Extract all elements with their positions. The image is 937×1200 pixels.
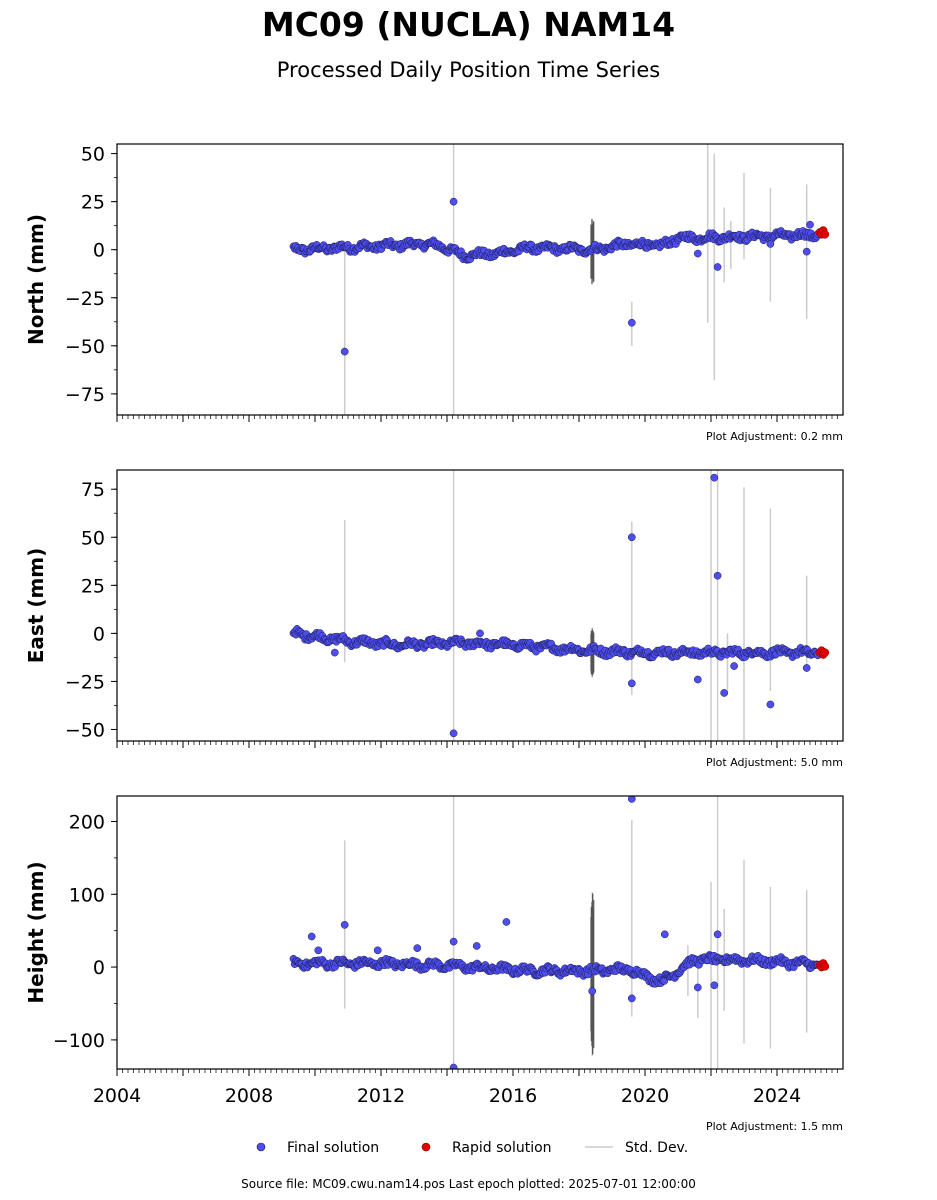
final-point-outlier	[627, 796, 636, 803]
final-point-outlier	[449, 197, 458, 206]
final-point-outlier	[766, 240, 775, 248]
final-point-outlier	[720, 689, 729, 697]
final-point-outlier	[307, 932, 316, 941]
y-tick-label: 100	[69, 884, 105, 906]
chart-title: MC09 (NUCLA) NAM14	[261, 5, 676, 44]
y-tick-label: −50	[65, 336, 105, 358]
axes-frame	[116, 469, 844, 742]
final-point-outlier	[340, 921, 349, 929]
y-tick-label: 0	[93, 240, 105, 262]
x-tick-label: 2024	[753, 1085, 801, 1107]
y-tick-label: −50	[65, 719, 105, 741]
legend: Final solution Rapid solution Std. Dev.	[256, 1140, 688, 1156]
final-point-outlier	[340, 347, 349, 356]
final-point-outlier	[449, 1063, 458, 1069]
final-point-outlier	[588, 987, 597, 995]
final-point-outlier	[713, 571, 722, 580]
final-point-outlier	[710, 473, 719, 482]
y-axis-label: Height (mm)	[24, 861, 48, 1003]
y-tick-label: −25	[65, 288, 105, 310]
y-tick-label: −100	[53, 1030, 105, 1052]
plot-adjustment: Plot Adjustment: 5.0 mm	[706, 756, 843, 769]
final-point-outlier	[413, 944, 422, 953]
final-point-outlier	[476, 629, 484, 638]
y-tick-label: 75	[81, 479, 105, 501]
data-layer	[289, 144, 830, 415]
final-point-outlier	[449, 937, 458, 946]
final-point-outlier	[314, 946, 323, 955]
final-point-outlier	[693, 249, 702, 258]
final-point-outlier	[627, 994, 636, 1003]
plot-adjustment: Plot Adjustment: 1.5 mm	[706, 1120, 843, 1133]
x-tick-label: 2016	[489, 1085, 537, 1107]
x-tick-label: 2008	[225, 1085, 273, 1107]
y-tick-label: 0	[93, 957, 105, 979]
final-point-outlier	[373, 946, 382, 955]
final-point-outlier	[806, 220, 814, 229]
final-point-outlier	[449, 729, 458, 738]
data-layer	[289, 796, 830, 1069]
rapid-point	[820, 230, 830, 239]
final-point-outlier	[693, 983, 702, 992]
final-point-outlier	[627, 533, 636, 542]
axes-frame	[116, 143, 844, 416]
y-tick-label: 0	[93, 623, 105, 645]
y-tick-label: 200	[69, 811, 105, 833]
final-point-outlier	[730, 662, 738, 670]
axes-frame	[116, 795, 844, 1070]
final-point-outlier	[502, 918, 511, 926]
x-tick-label: 2020	[621, 1085, 669, 1107]
final-point-outlier	[660, 930, 669, 939]
final-point-outlier	[627, 679, 636, 688]
final-point-outlier	[802, 664, 811, 672]
x-tick-label: 2004	[93, 1085, 141, 1107]
y-tick-label: −25	[65, 671, 105, 693]
legend-rapid-marker	[421, 1142, 431, 1152]
y-axis-label: North (mm)	[24, 214, 48, 345]
final-point-outlier	[713, 263, 722, 271]
rapid-point	[820, 648, 830, 657]
y-tick-label: 50	[81, 144, 105, 166]
panel-3: 200 100 0 −100 2004 2008 2012 2016 2020 2024 Heigh…	[24, 795, 844, 1133]
y-tick-label: 25	[81, 192, 105, 214]
legend-final-marker	[256, 1142, 266, 1152]
y-axis-label: East (mm)	[24, 548, 48, 664]
final-point-outlier	[627, 318, 636, 327]
y-tick-label: 25	[81, 575, 105, 597]
final-point-outlier	[710, 981, 719, 990]
final-point-outlier	[472, 942, 481, 950]
panel-1: 50 25 0 −25 −50 −75 North (mm) Plot Adjustment:…	[24, 143, 844, 443]
panels-group: 50 25 0 −25 −50 −75 North (mm) Plot Adjustment:…	[24, 143, 844, 1133]
x-tick-label: 2012	[357, 1085, 405, 1107]
final-point-outlier	[713, 930, 722, 939]
final-point-outlier	[802, 247, 811, 256]
data-layer	[289, 470, 830, 741]
final-point-outlier	[330, 648, 339, 657]
rapid-point	[820, 962, 830, 971]
source-footer: Source file: MC09.cwu.nam14.pos Last epo…	[241, 1177, 696, 1191]
plot-adjustment: Plot Adjustment: 0.2 mm	[706, 430, 843, 443]
legend-final-label: Final solution	[287, 1140, 379, 1156]
final-point-outlier	[693, 675, 702, 684]
legend-std-label: Std. Dev.	[625, 1140, 688, 1156]
chart-subtitle: Processed Daily Position Time Series	[276, 58, 661, 82]
y-tick-label: 50	[81, 527, 105, 549]
panel-2: 75 50 25 0 −25 −50 East (mm) Plot Adjustment: 5…	[24, 469, 844, 769]
y-tick-label: −75	[65, 384, 105, 406]
legend-rapid-label: Rapid solution	[452, 1140, 552, 1156]
final-point-outlier	[766, 700, 775, 709]
